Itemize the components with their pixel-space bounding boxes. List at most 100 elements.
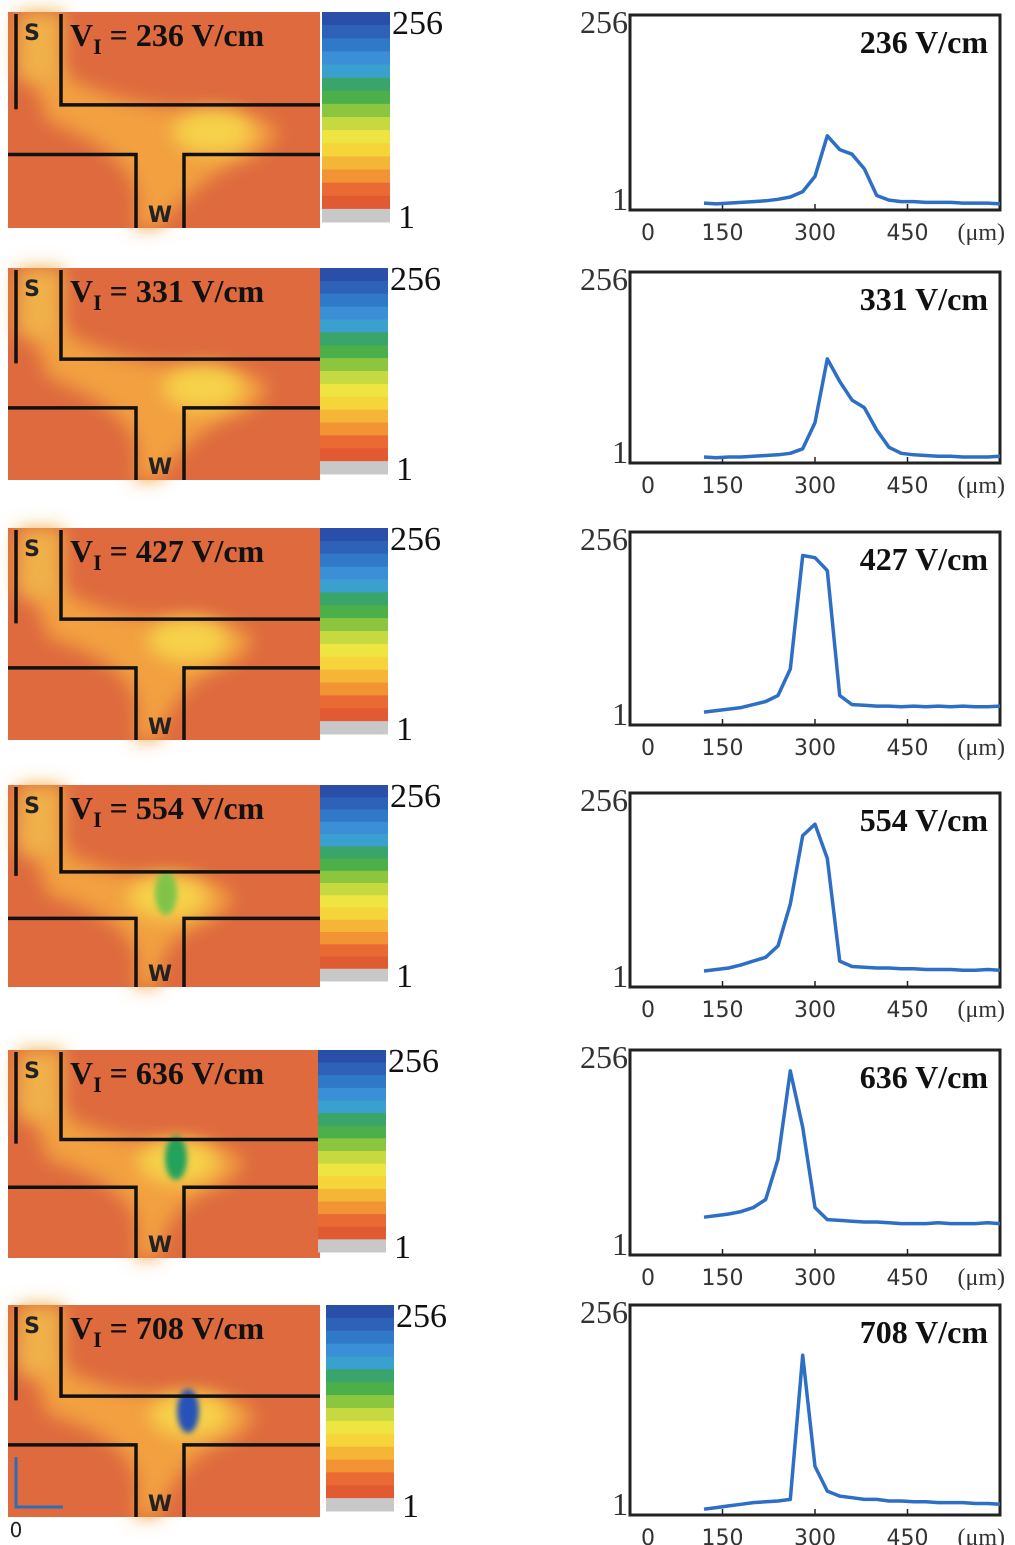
x-tick-label: 450 [887,736,929,761]
y-tick-label: 1 [612,434,628,470]
colorbar-step [318,1188,386,1202]
colorbar-step [320,383,388,398]
data-line [703,1353,1001,1511]
source-reservoir [18,268,63,338]
waste-label: W [148,962,172,987]
data-line [703,553,1001,714]
channel-wall [182,666,320,740]
channel-wall [59,14,320,107]
channel-wall [59,1307,320,1398]
colorbar-step [320,422,388,436]
source-label: S [24,1059,40,1084]
field-subscript: I [93,1327,102,1352]
image-panel: S W VI = 236 V/cm 256 1 [8,5,443,236]
source-reservoir [18,1050,63,1120]
y-tick-label: 256 [580,1294,628,1330]
x-tick-label: 300 [794,221,836,246]
colorbar-step [318,1062,386,1076]
colorbar-max: 256 [392,5,443,42]
chart-title: 331 V/cm [860,281,989,317]
channel-wall [182,1185,320,1258]
plume [18,32,277,228]
line-chart: 1 256 0 150 300 450 (μm) 554 V/cm [580,782,1005,1023]
colorbar-min: 1 [396,711,413,748]
colorbar-max: 256 [388,1043,439,1080]
plume-peak [177,1389,199,1433]
colorbar-max: 256 [396,1298,447,1335]
x-tick-label: 300 [794,1266,836,1291]
source-label: S [24,277,40,302]
colorbar-step [318,1087,386,1101]
x-tick-label: 450 [887,474,929,499]
data-line [703,134,1001,206]
y-tick-label: 256 [580,4,628,40]
colorbar-step [326,1420,394,1435]
field-text: = 427 V/cm [102,533,265,569]
waste-label: W [148,203,172,228]
colorbar-min: 1 [394,1229,411,1266]
x-tick-label: 150 [702,474,744,499]
colorbar-step [322,90,390,105]
chart-title: 236 V/cm [860,24,989,60]
colorbar-step [318,1226,386,1240]
colorbar-step [318,1113,386,1127]
colorbar-step [322,117,390,131]
image-panel: S W VI = 427 V/cm 256 1 [8,521,441,748]
colorbar-step [320,919,388,933]
plume [18,548,252,740]
field-text: = 554 V/cm [102,790,265,826]
plume-core [148,618,228,662]
colorbar-step [320,540,388,555]
x-tick-label: 150 [702,1266,744,1291]
x-tick-label: 0 [641,1266,655,1291]
colorbar-step [318,1176,386,1190]
colorbar-step [320,553,388,568]
colorbar-step [326,1317,394,1332]
source-label: S [24,794,40,819]
plume-peak [165,1136,187,1180]
colorbar-step [320,907,388,921]
field-label: VI = 554 V/cm [70,790,265,832]
waste-label: W [148,715,172,740]
field-label: VI = 236 V/cm [70,17,265,59]
colorbar-step [320,834,388,847]
colorbar-step [320,870,388,884]
x-tick-label: 0 [641,1526,655,1545]
colorbar-step [320,579,388,593]
field-text: = 708 V/cm [102,1310,265,1346]
colorbar-step [326,1369,394,1383]
colorbar-step [322,12,390,26]
colorbar-step [320,846,388,859]
channel-wall [8,666,138,740]
colorbar-step [320,280,388,295]
chart-title: 427 V/cm [860,541,989,577]
x-tick-label: 0 [641,998,655,1023]
waste-label: W [148,1233,172,1258]
colorbar-step [326,1330,394,1345]
colorbar-max: 256 [390,778,441,815]
colorbar-step [320,821,388,835]
colorbar-step [320,268,388,282]
colorbar-step [320,669,388,683]
field-label: VI = 427 V/cm [70,533,265,575]
colorbar-step [320,643,388,658]
colorbar-step [322,182,390,197]
colorbar-step [318,1100,386,1114]
y-tick-label: 1 [612,958,628,994]
colorbar-step [318,1239,386,1253]
colorbar-step [318,1138,386,1152]
colorbar-step [320,293,388,308]
colorbar-step [322,64,390,79]
channel-wall [182,152,320,228]
colorbar-step [320,932,388,945]
x-tick-label: 150 [702,1526,744,1545]
colorbar-step [326,1485,394,1499]
channel-wall [8,406,138,480]
colorbar-max: 256 [390,521,441,558]
colorbar-step [320,708,388,722]
colorbar-step [320,566,388,580]
image-panel: S W VI = 331 V/cm 256 1 [8,261,441,488]
plume [18,1325,254,1517]
colorbar-max: 256 [390,261,441,298]
